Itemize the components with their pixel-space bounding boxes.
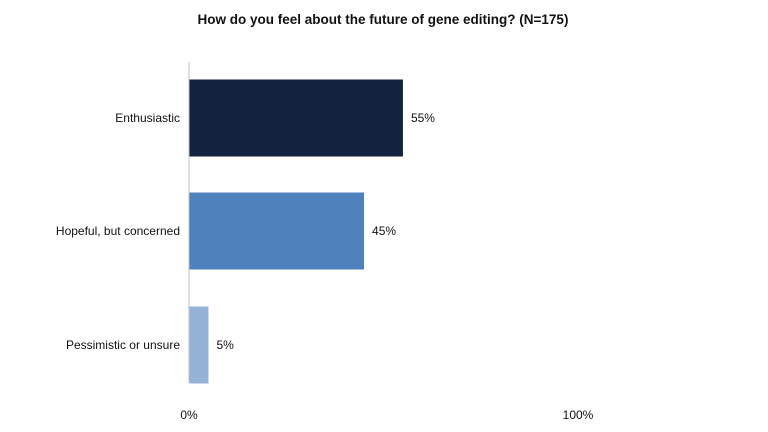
x-tick-label: 0% <box>180 408 198 422</box>
value-label: 55% <box>411 111 435 125</box>
bar-hopeful-but-concerned <box>189 192 365 270</box>
bar-pessimistic-or-unsure <box>189 306 209 384</box>
value-label: 45% <box>372 224 396 238</box>
bar-enthusiastic <box>189 79 403 157</box>
category-label: Pessimistic or unsure <box>66 338 180 352</box>
category-label: Enthusiastic <box>115 111 180 125</box>
x-tick-label: 100% <box>563 408 594 422</box>
category-label: Hopeful, but concerned <box>56 224 180 238</box>
value-label: 5% <box>216 338 234 352</box>
plot-area: Enthusiastic 55% Hopeful, but concerned 45%… <box>56 62 594 422</box>
chart-title: How do you feel about the future of gene… <box>198 12 569 27</box>
